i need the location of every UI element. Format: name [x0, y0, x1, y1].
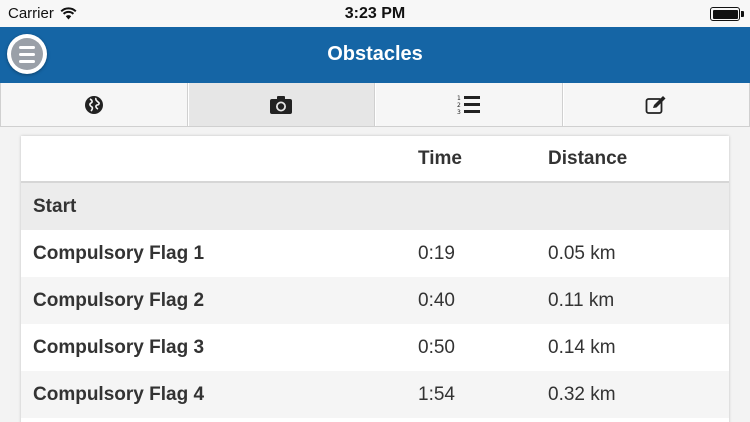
header-time: Time [418, 147, 463, 169]
svg-text:1: 1 [457, 95, 461, 102]
obstacle-time: 1:54 [418, 383, 455, 405]
table-row[interactable]: Compulsory Flag 2 0:40 0.11 km [21, 277, 729, 324]
page-title: Obstacles [327, 43, 423, 65]
table-row[interactable]: Compulsory Flag 3 0:50 0.14 km [21, 324, 729, 371]
battery-fill [712, 9, 738, 19]
table-body: Start Compulsory Flag 1 0:19 0.05 km Com… [21, 183, 729, 418]
header-distance: Distance [548, 147, 628, 169]
obstacle-name: Compulsory Flag 2 [33, 289, 205, 311]
tab-bar: 1 2 3 [0, 83, 750, 127]
menu-button[interactable] [7, 34, 47, 74]
obstacle-name: Compulsory Flag 1 [33, 242, 205, 264]
tab-map[interactable] [0, 83, 188, 126]
obstacle-name: Compulsory Flag 4 [33, 383, 205, 405]
table-row[interactable]: Start [21, 183, 729, 230]
obstacle-distance: 0.05 km [548, 242, 616, 264]
edit-icon [645, 95, 666, 114]
obstacle-name: Compulsory Flag 3 [33, 336, 205, 358]
battery-icon [710, 7, 744, 21]
status-time: 3:23 PM [344, 5, 406, 22]
globe-icon [84, 95, 103, 114]
camera-icon [270, 95, 293, 114]
obstacle-time: 0:40 [418, 289, 455, 311]
wifi-icon [60, 7, 77, 20]
obstacle-distance: 0.14 km [548, 336, 616, 358]
obstacle-distance: 0.32 km [548, 383, 616, 405]
carrier-indicator: Carrier [8, 5, 77, 22]
status-bar: Carrier 3:23 PM [0, 0, 750, 27]
table-row[interactable]: Compulsory Flag 4 1:54 0.32 km [21, 371, 729, 418]
svg-text:3: 3 [457, 109, 461, 116]
tab-list[interactable]: 1 2 3 [375, 83, 563, 126]
obstacle-time: 0:50 [418, 336, 455, 358]
carrier-label: Carrier [8, 5, 54, 22]
tab-camera[interactable] [187, 83, 375, 126]
hamburger-menu-icon [11, 38, 43, 70]
obstacle-distance: 0.11 km [548, 289, 615, 311]
numbered-list-icon: 1 2 3 [457, 95, 480, 116]
table-header: Time Distance [21, 136, 729, 183]
obstacles-table: Time Distance Start Compulsory Flag 1 0:… [21, 136, 729, 422]
navbar: Obstacles [0, 27, 750, 83]
obstacle-name: Start [33, 195, 77, 217]
obstacle-time: 0:19 [418, 242, 455, 264]
svg-text:2: 2 [457, 102, 461, 109]
tab-edit[interactable] [562, 83, 750, 126]
table-row[interactable]: Compulsory Flag 1 0:19 0.05 km [21, 230, 729, 277]
